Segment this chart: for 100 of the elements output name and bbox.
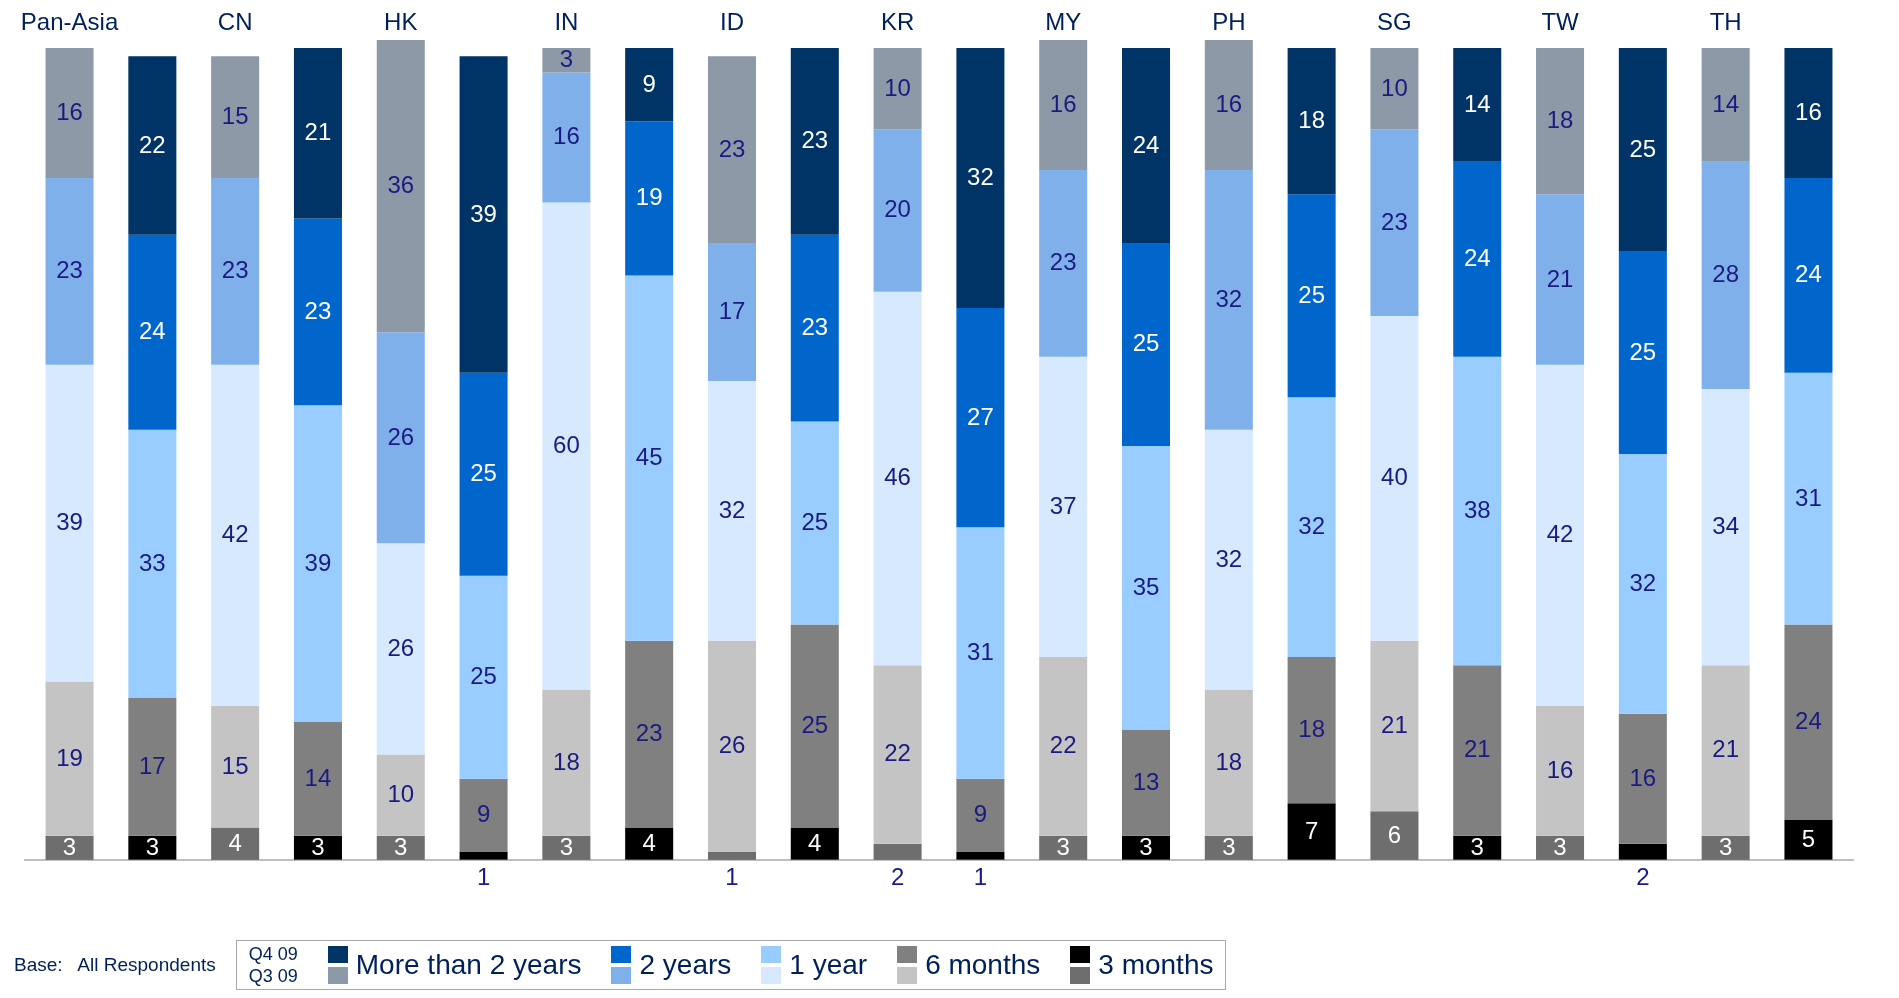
data-label: 39 [470, 199, 497, 227]
bar [1287, 657, 1336, 804]
text: Q4 09 [248, 943, 298, 965]
data-label: 10 [884, 73, 911, 101]
bar [45, 364, 94, 682]
bar [1122, 48, 1171, 243]
bar [459, 575, 508, 779]
x-tick-label: MY [1045, 7, 1082, 35]
data-label: 45 [635, 443, 663, 471]
x-tick-label: PH [1212, 7, 1246, 35]
bar [211, 705, 260, 828]
data-label: 16 [1215, 89, 1243, 117]
bar [1287, 48, 1336, 195]
data-label: 16 [56, 98, 83, 126]
bar [956, 778, 1005, 852]
data-label: 9 [642, 69, 656, 97]
x-tick-label: TW [1541, 7, 1580, 35]
data-label: 32 [1298, 512, 1325, 540]
bar [1039, 40, 1088, 170]
bar [1039, 657, 1088, 836]
data-label: 26 [387, 422, 415, 450]
bar [1784, 624, 1833, 820]
bar [625, 275, 674, 641]
data-label: 16 [553, 122, 580, 150]
data-label: 23 [801, 126, 829, 154]
bar [1287, 194, 1336, 398]
data-label: 3 [62, 832, 77, 860]
bar [1618, 454, 1667, 714]
data-label: 31 [967, 637, 994, 665]
data-label: 3 [145, 832, 160, 860]
bar [1784, 178, 1833, 373]
bar [1370, 316, 1419, 641]
data-label: 23 [304, 296, 332, 324]
data-label: 32 [1629, 568, 1657, 596]
data-label: 25 [1132, 329, 1160, 357]
text: Q3 09 [248, 965, 298, 987]
data-label: 25 [801, 711, 829, 739]
data-label: 3 [311, 832, 325, 860]
data-label: 14 [304, 763, 332, 791]
bar [790, 624, 839, 828]
bar [1784, 48, 1833, 179]
data-label: 3 [559, 45, 574, 73]
bar [790, 234, 839, 422]
x-tick-label: HK [384, 7, 418, 35]
data-label: 26 [718, 731, 746, 759]
text: Base: All Respondents [14, 954, 216, 976]
bar [1287, 397, 1336, 658]
data-label: 23 [221, 256, 249, 284]
bar [45, 178, 94, 365]
bar [1784, 372, 1833, 625]
data-label: 18 [553, 747, 580, 775]
data-label: 19 [56, 743, 83, 771]
bar [873, 665, 922, 844]
legend-label: 1 year [789, 949, 868, 981]
bar [293, 405, 342, 722]
bar [1204, 429, 1253, 690]
x-tick-label: TH [1709, 7, 1742, 35]
data-label: 14 [1712, 89, 1739, 117]
data-label: 36 [387, 171, 415, 199]
data-label: 32 [967, 163, 994, 191]
data-label: 4 [228, 828, 242, 856]
data-label: 13 [1132, 767, 1160, 795]
bar [376, 332, 425, 544]
bar [1536, 705, 1585, 836]
legend-label: 2 years [639, 949, 732, 981]
bar [211, 178, 260, 365]
data-label: 34 [1712, 512, 1739, 540]
legend-label: 6 months [925, 949, 1041, 981]
data-label: 18 [1546, 106, 1574, 134]
bar [1536, 194, 1585, 365]
data-label: 33 [139, 548, 166, 576]
bar [1204, 169, 1253, 430]
data-label: 40 [1381, 463, 1408, 491]
bar [128, 429, 177, 698]
data-label: 25 [1629, 134, 1657, 162]
bar [293, 48, 342, 219]
bar [128, 56, 177, 235]
data-label: 3 [1553, 832, 1567, 860]
bar [1618, 251, 1667, 455]
bar [542, 72, 591, 203]
bar [1453, 48, 1502, 162]
data-label: 37 [1049, 491, 1077, 519]
data-label: 24 [1132, 130, 1160, 158]
data-label: 16 [1546, 755, 1574, 783]
data-label: 21 [304, 118, 332, 146]
bar [1618, 843, 1667, 860]
bar [1370, 48, 1419, 130]
data-label: 23 [801, 313, 829, 341]
bar [376, 543, 425, 755]
bar [1618, 713, 1667, 844]
data-label: 15 [221, 102, 249, 130]
data-label: 25 [1629, 337, 1657, 365]
bar [1536, 364, 1585, 706]
bar [707, 380, 756, 641]
bar [1701, 161, 1750, 390]
data-label: 24 [1795, 260, 1822, 288]
data-label: 9 [476, 800, 491, 828]
data-label: 7 [1304, 816, 1319, 844]
data-label: 23 [1049, 248, 1077, 276]
bar [1536, 48, 1585, 195]
